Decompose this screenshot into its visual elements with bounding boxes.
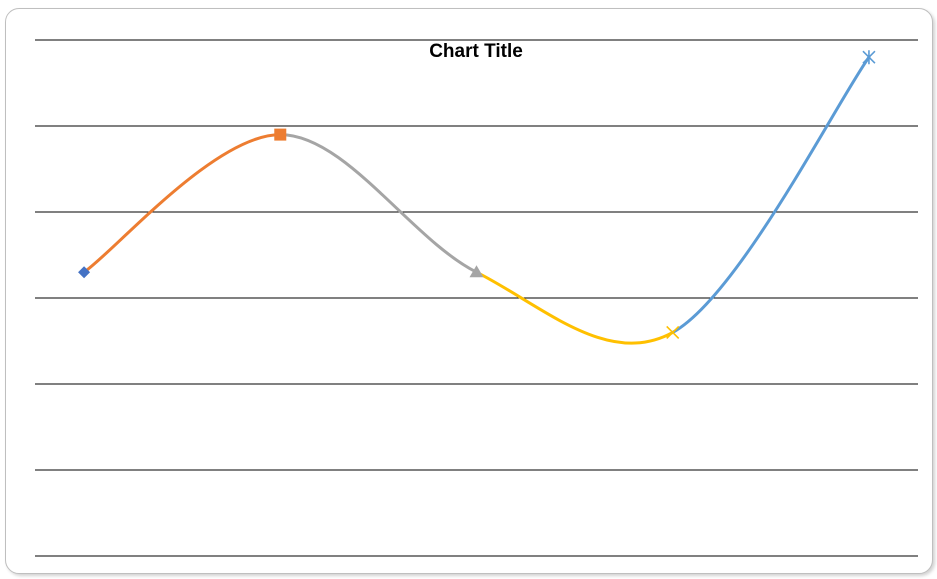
data-point-4 — [666, 325, 680, 339]
series-lines — [82, 55, 871, 345]
series-line-4 — [671, 55, 871, 334]
data-point-1 — [78, 266, 91, 279]
series-line-2 — [278, 133, 478, 274]
data-point-3 — [469, 265, 484, 278]
markers — [78, 50, 876, 339]
data-point-5 — [862, 50, 876, 65]
chart-title: Chart Title — [429, 41, 523, 62]
data-point-2 — [274, 128, 287, 141]
series-line-3 — [475, 270, 675, 345]
gridlines — [35, 39, 918, 557]
series-line-1 — [82, 133, 282, 274]
chart-area — [5, 8, 933, 574]
